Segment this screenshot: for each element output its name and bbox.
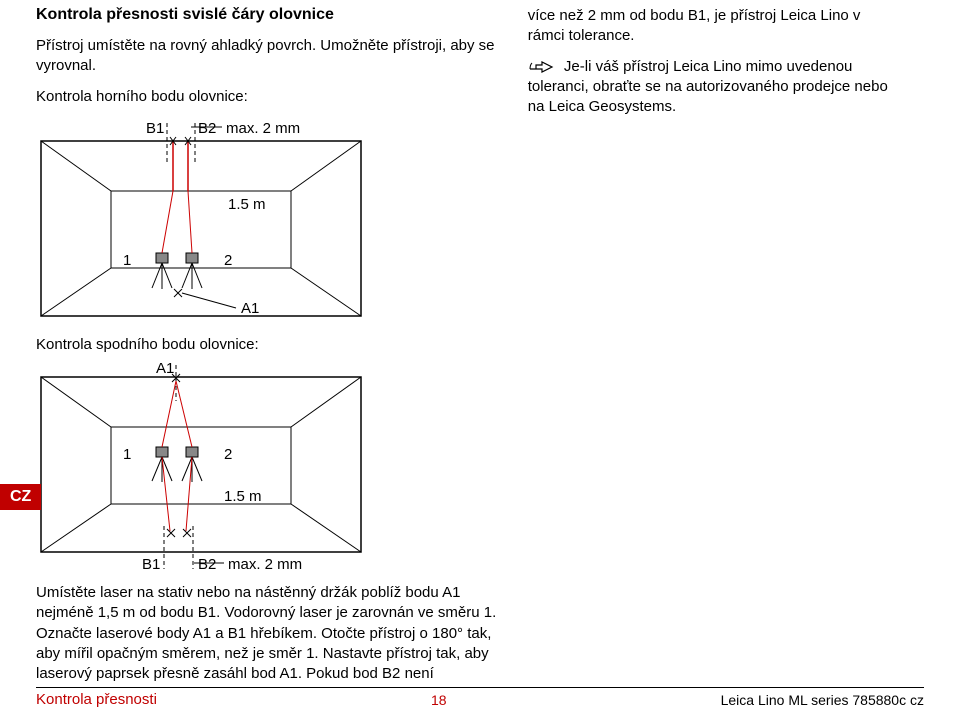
bottom-para: Umístěte laser na stativ nebo na nástěnn…: [36, 583, 498, 684]
label-max: max. 2 mm: [226, 120, 300, 137]
label-n1: 1: [123, 252, 131, 269]
footer-left: Kontrola přesnosti: [36, 691, 157, 708]
label-n2: 2: [224, 252, 232, 269]
intro-para-3: Kontrola spodního bodu olovnice:: [36, 335, 498, 355]
footer-page-number: 18: [431, 692, 447, 708]
right-para-2-text: Je-li váš přístroj Leica Lino mimo uvede…: [528, 58, 888, 116]
label-a1-floor: A1: [241, 300, 259, 317]
diagram-bottom: A1: [36, 361, 498, 575]
page-heading: Kontrola přesnosti svislé čáry olovnice: [36, 6, 498, 24]
footer-right: Leica Lino ML series 785880c cz: [721, 692, 924, 708]
label-dist: 1.5 m: [228, 196, 266, 213]
intro-para-1: Přístroj umístěte na rovný ahladký povrc…: [36, 36, 498, 77]
language-tab: CZ: [0, 484, 41, 510]
label-dist-b: 1.5 m: [224, 488, 262, 505]
right-para-1: více než 2 mm od bodu B1, je přístroj Le…: [528, 6, 901, 47]
intro-para-2: Kontrola horního bodu olovnice:: [36, 87, 498, 107]
label-n2-b: 2: [224, 446, 232, 463]
label-a1-top: A1: [156, 361, 174, 377]
diagram-top: B1 B2 max. 2 mm 1.5 m: [36, 113, 498, 327]
right-para-2: Je-li váš přístroj Leica Lino mimo uvede…: [528, 57, 901, 118]
label-b2: B2: [198, 120, 216, 137]
label-n1-b: 1: [123, 446, 131, 463]
label-b1-b: B1: [142, 556, 160, 571]
tripod-2: [182, 191, 202, 289]
hand-icon: [528, 57, 556, 77]
page-footer: Kontrola přesnosti 18 Leica Lino ML seri…: [36, 687, 924, 708]
label-b1: B1: [146, 120, 164, 137]
label-max-b: max. 2 mm: [228, 556, 302, 571]
tripod-1: [152, 191, 173, 289]
